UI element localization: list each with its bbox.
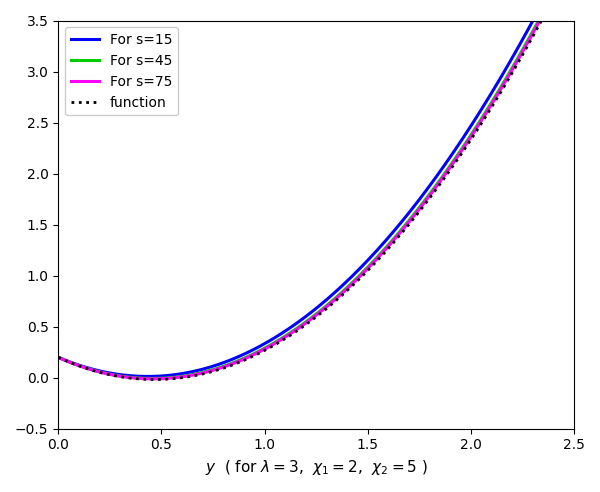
- For s=75: [478, 117, 485, 123]
- For s=15: [335, 286, 342, 292]
- For s=45: [301, 320, 308, 326]
- For s=45: [149, 375, 156, 381]
- function: [151, 376, 158, 382]
- For s=15: [55, 354, 62, 360]
- function: [478, 120, 485, 125]
- function: [55, 354, 62, 360]
- For s=75: [362, 267, 370, 273]
- Line: For s=15: For s=15: [58, 0, 574, 376]
- For s=15: [304, 312, 311, 318]
- function: [362, 269, 370, 275]
- For s=45: [304, 318, 311, 324]
- Line: For s=45: For s=45: [58, 0, 574, 378]
- For s=45: [335, 292, 342, 298]
- For s=15: [362, 259, 370, 265]
- For s=75: [150, 376, 157, 382]
- For s=15: [478, 105, 485, 111]
- For s=45: [55, 354, 62, 360]
- function: [304, 321, 311, 327]
- Legend: For s=15, For s=45, For s=75, function: For s=15, For s=45, For s=75, function: [65, 28, 178, 116]
- For s=75: [304, 319, 311, 325]
- For s=15: [301, 315, 308, 321]
- Line: For s=75: For s=75: [58, 0, 574, 379]
- function: [301, 323, 308, 329]
- For s=75: [335, 294, 342, 300]
- For s=45: [478, 115, 485, 121]
- Line: function: function: [58, 0, 574, 379]
- X-axis label: $y$  ( for $\lambda = 3$,  $\chi_1 = 2$,  $\chi_2 = 5$ ): $y$ ( for $\lambda = 3$, $\chi_1 = 2$, $…: [205, 458, 428, 477]
- function: [335, 296, 342, 302]
- For s=75: [301, 321, 308, 327]
- For s=45: [362, 266, 370, 272]
- For s=15: [143, 373, 151, 379]
- For s=75: [55, 354, 62, 360]
